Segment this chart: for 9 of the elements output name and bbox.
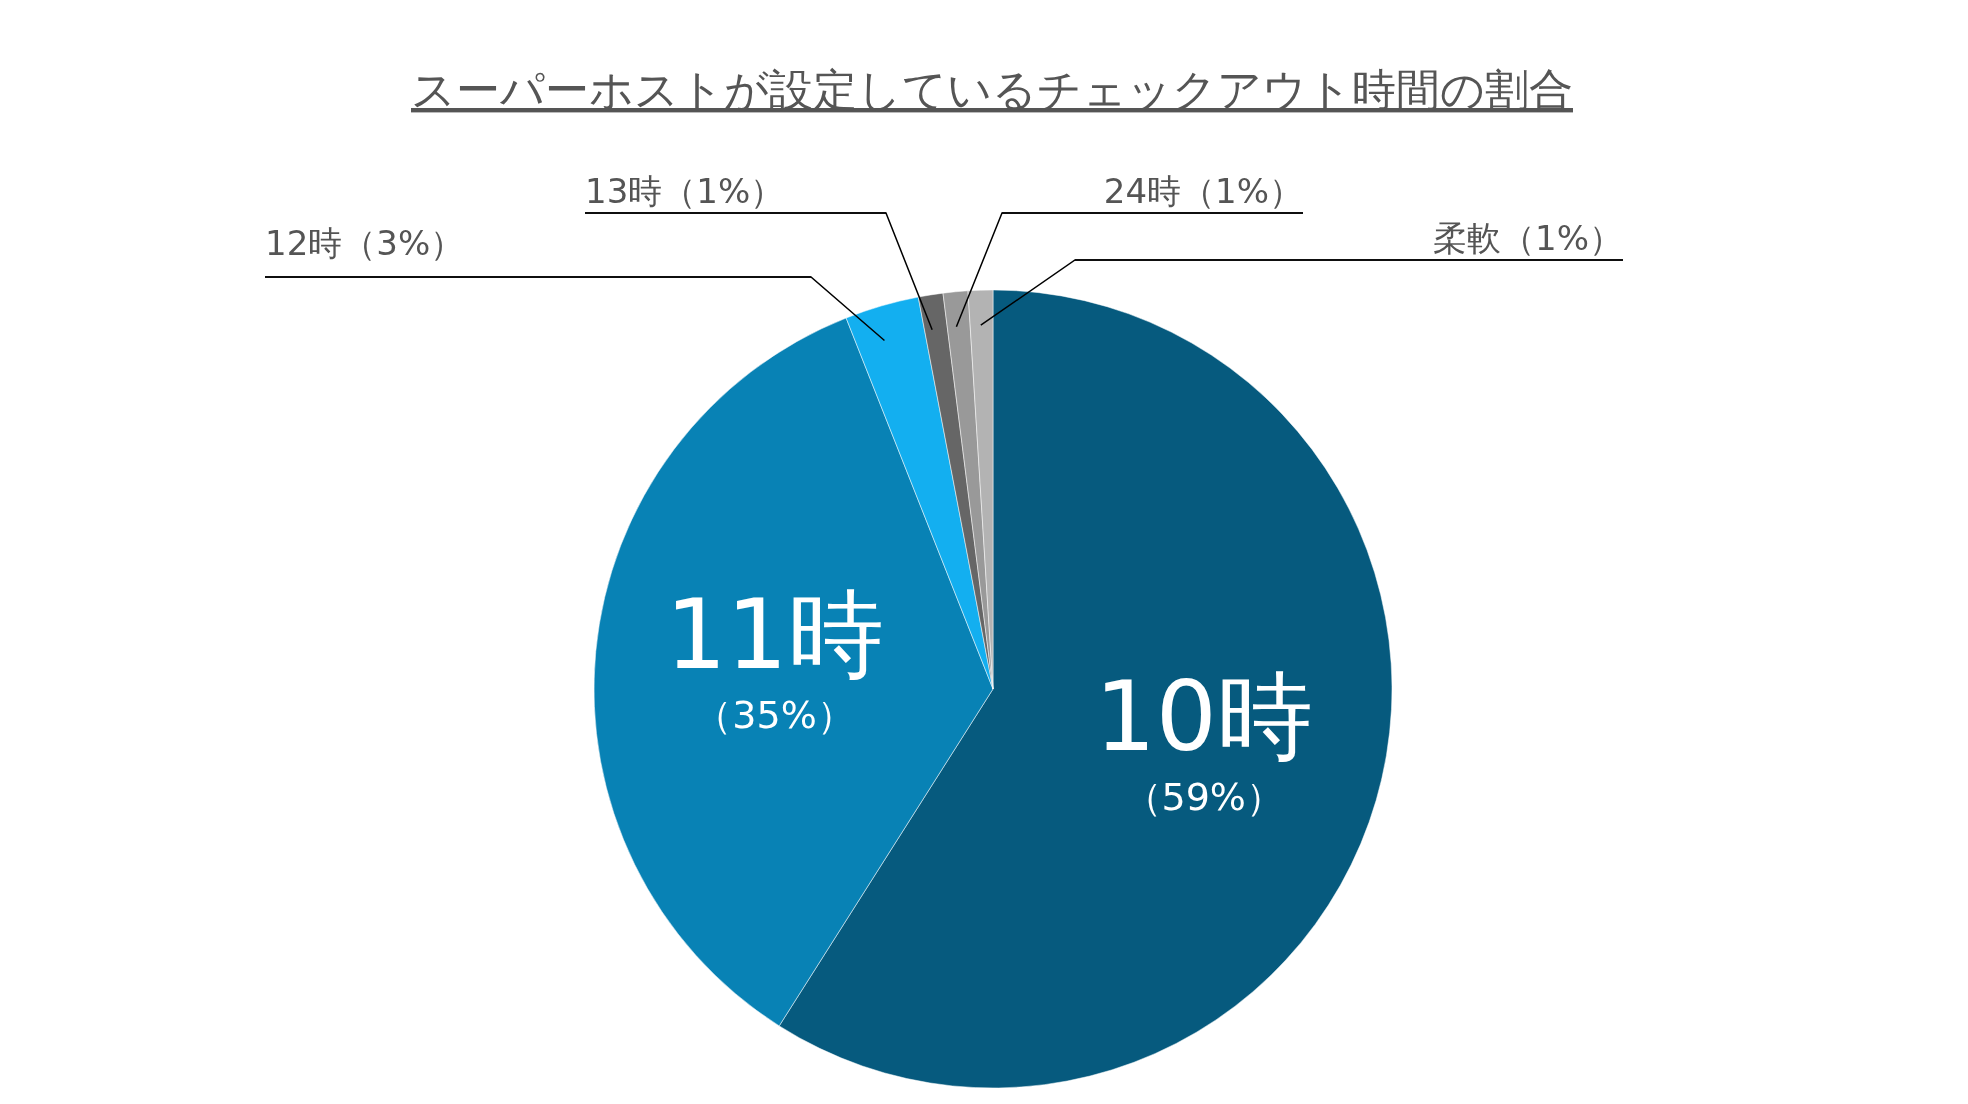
slice-label: 24時（1%） (1103, 171, 1303, 211)
chart-title: スーパーホストが設定しているチェックアウト時間の割合 (411, 64, 1573, 115)
slice-label: 13時（1%） (585, 171, 785, 211)
slice-label: 11時 (665, 579, 884, 692)
slice-label: 柔軟（1%） (1433, 218, 1623, 258)
data-label: （59%） (1123, 775, 1284, 820)
slice-label: 12時（3%） (265, 223, 465, 263)
data-label: （35%） (694, 693, 855, 738)
slice-label: 10時 (1094, 661, 1313, 774)
